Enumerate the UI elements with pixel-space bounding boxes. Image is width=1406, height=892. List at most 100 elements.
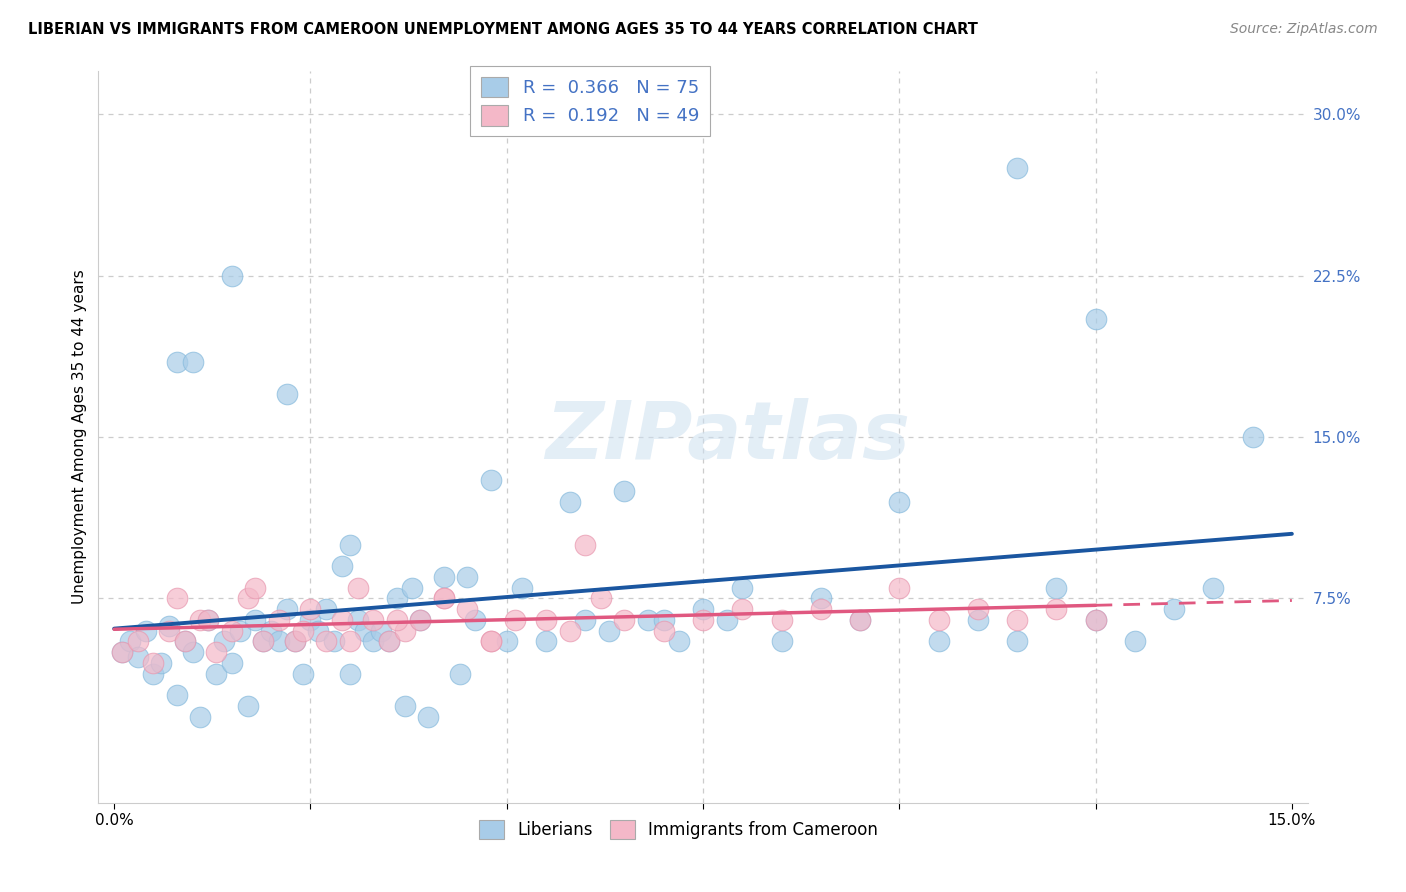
Point [479,473,502,487]
Point [221,656,243,670]
Point [637,613,659,627]
Point [589,591,612,606]
Point [692,602,714,616]
Point [197,613,219,627]
Point [157,619,180,633]
Point [245,613,267,627]
Point [127,634,149,648]
Point [370,624,392,638]
Point [1084,613,1107,627]
Point [118,634,141,648]
Point [512,581,534,595]
Point [315,602,337,616]
Y-axis label: Unemployment Among Ages 35 to 44 years: Unemployment Among Ages 35 to 44 years [72,269,87,605]
Point [339,538,361,552]
Point [716,613,738,627]
Point [330,613,353,627]
Point [849,613,872,627]
Point [456,570,478,584]
Point [574,538,596,552]
Point [731,581,754,595]
Point [260,624,283,638]
Point [598,624,620,638]
Point [361,613,384,627]
Point [889,581,911,595]
Point [385,591,408,606]
Point [166,688,188,702]
Point [1005,634,1028,648]
Point [205,666,228,681]
Point [1045,602,1067,616]
Point [252,634,274,648]
Point [190,613,212,627]
Point [111,645,134,659]
Point [1084,311,1107,326]
Point [433,570,456,584]
Point [111,645,134,659]
Point [157,624,180,638]
Point [479,634,502,648]
Point [849,613,872,627]
Point [810,591,832,606]
Point [889,494,911,508]
Point [127,649,149,664]
Point [330,559,353,574]
Point [284,634,307,648]
Point [394,698,416,713]
Point [299,602,322,616]
Point [173,634,195,648]
Point [252,634,274,648]
Point [142,666,165,681]
Point [558,624,581,638]
Point [810,602,832,616]
Point [1084,613,1107,627]
Point [378,634,401,648]
Point [323,634,346,648]
Point [236,591,259,606]
Point [346,581,368,595]
Point [534,634,557,648]
Point [1005,161,1028,176]
Point [229,624,252,638]
Point [770,634,793,648]
Point [339,634,361,648]
Point [142,656,165,670]
Point [135,624,157,638]
Point [394,624,416,638]
Point [378,634,401,648]
Point [276,602,298,616]
Point [284,634,307,648]
Point [181,355,204,369]
Point [613,613,636,627]
Point [166,355,188,369]
Point [385,613,408,627]
Legend: Liberians, Immigrants from Cameroon: Liberians, Immigrants from Cameroon [472,814,884,846]
Point [928,634,950,648]
Point [503,613,526,627]
Text: LIBERIAN VS IMMIGRANTS FROM CAMEROON UNEMPLOYMENT AMONG AGES 35 TO 44 YEARS CORR: LIBERIAN VS IMMIGRANTS FROM CAMEROON UNE… [28,22,979,37]
Point [361,634,384,648]
Point [299,613,322,627]
Point [205,645,228,659]
Point [433,591,456,606]
Point [692,613,714,627]
Point [1163,602,1185,616]
Text: ZIPatlas: ZIPatlas [544,398,910,476]
Point [433,591,456,606]
Point [1005,613,1028,627]
Point [574,613,596,627]
Point [464,613,486,627]
Point [409,613,432,627]
Point [495,634,517,648]
Point [267,634,290,648]
Point [652,613,675,627]
Point [731,602,754,616]
Point [315,634,337,648]
Point [276,387,298,401]
Point [534,613,557,627]
Point [928,613,950,627]
Point [150,656,173,670]
Point [197,613,219,627]
Point [173,634,195,648]
Point [558,494,581,508]
